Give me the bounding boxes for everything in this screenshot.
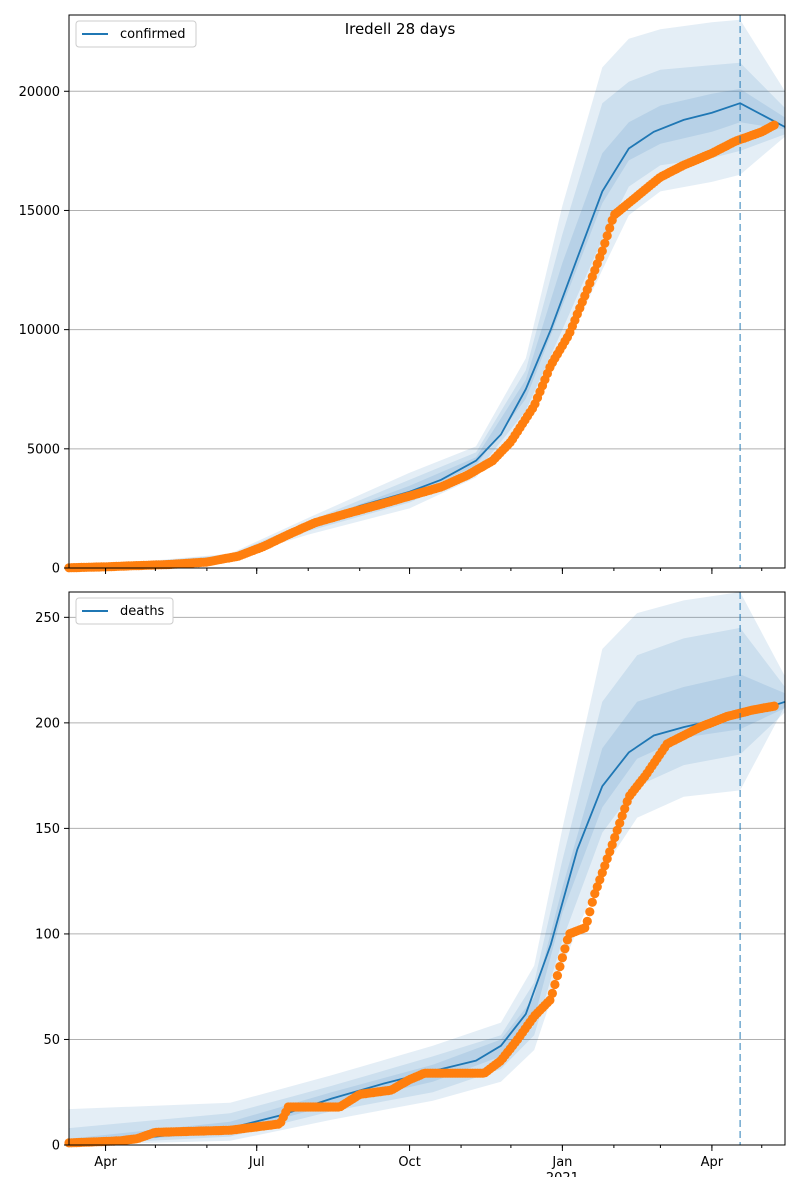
observed-point [595,875,605,885]
legend-label: deaths [120,604,165,619]
observed-point [769,701,779,711]
legend-label: confirmed [120,27,186,42]
y-tick-label: 5000 [27,442,60,457]
y-tick-label: 0 [52,1139,60,1154]
confidence-band-inner [69,674,785,1145]
y-tick-label: 100 [35,927,60,942]
chart-title: Iredell 28 days [344,20,456,38]
y-tick-label: 150 [35,822,60,837]
observed-point [597,868,607,878]
observed-point [607,840,617,850]
confidence-band-outer [69,592,785,1145]
x-tick-label: 2021 [546,1171,579,1177]
y-tick-label: 200 [35,716,60,731]
confidence-band-outer [69,19,785,569]
observed-point [615,818,625,828]
observed-point [557,953,568,963]
observed-point [590,889,600,899]
observed-point [592,882,602,892]
observed-point [610,832,620,843]
observed-point [605,223,615,233]
x-tick-label: Jan [551,1155,572,1170]
deaths-chart: 0 50 100 150 200 250 Apr Jul Oct Jan2021 Apr death… [35,591,786,1177]
observed-point [602,854,612,864]
observed-point [617,811,627,821]
observed-point [550,979,560,990]
confidence-band-middle [69,62,785,568]
x-tick-label: Apr [94,1155,117,1170]
observed-point [600,861,610,871]
observed-point [555,962,565,972]
x-tick-label: Jul [248,1155,265,1170]
observed-point [547,988,558,998]
legend-box [75,597,174,625]
y-tick-label: 15000 [19,204,60,219]
observed-point [769,120,779,130]
observed-point [582,916,592,926]
observed-point [597,246,607,256]
observed-point [620,804,630,814]
observed-point [602,231,612,241]
observed-point [605,847,615,857]
observed-point [560,944,570,954]
y-tick-label: 50 [43,1033,60,1048]
observed-point [612,825,622,835]
legend: confirmed [75,20,197,48]
confidence-band-middle [69,627,785,1145]
y-tick-label: 250 [35,611,60,626]
x-tick-label: Oct [398,1155,420,1170]
observed-point [600,238,610,248]
confirmed-chart: 0 5000 10000 15000 20000 confirmed [19,14,786,577]
y-tick-label: 0 [52,562,60,577]
legend: deaths [75,597,174,625]
observed-point [587,897,597,907]
y-tick-label: 20000 [19,85,60,100]
legend-box [75,20,197,48]
observed-point [585,907,595,917]
observed-point [552,971,563,981]
x-tick-label: Apr [701,1155,724,1170]
y-tick-label: 10000 [19,323,60,338]
